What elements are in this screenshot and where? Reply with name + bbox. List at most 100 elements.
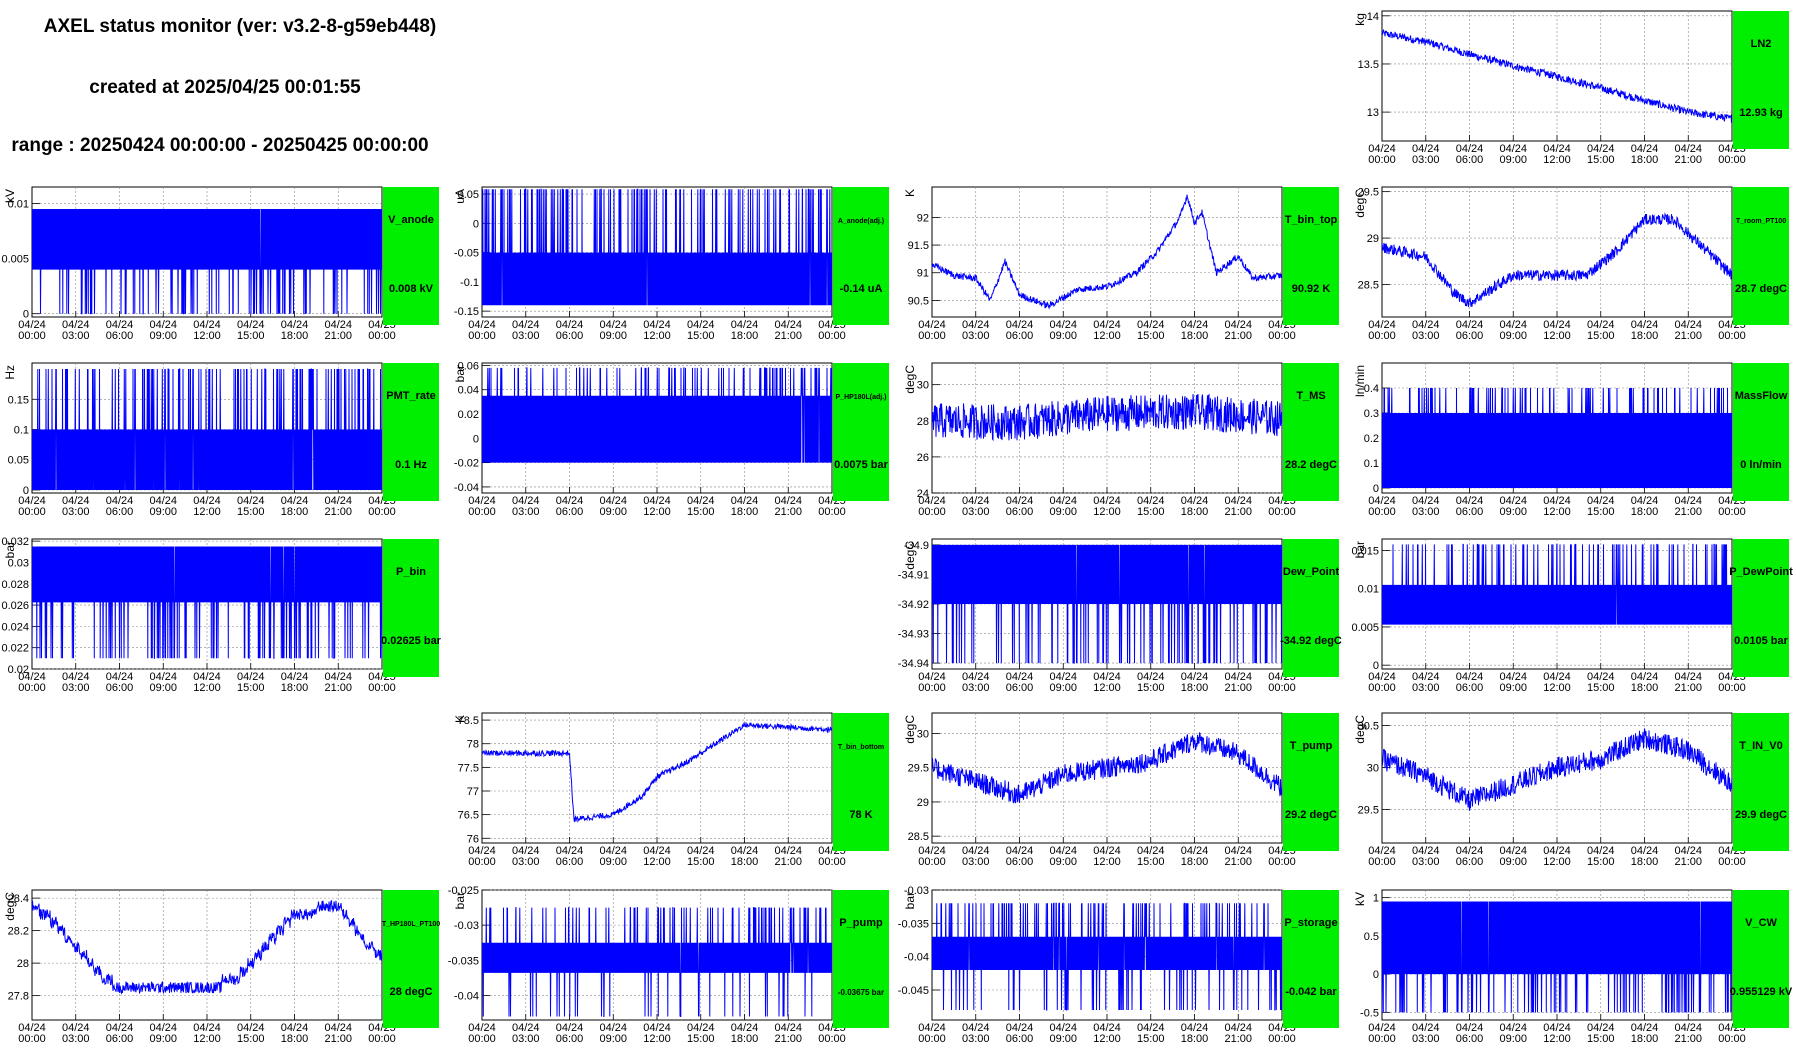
x-tick-time: 09:00 [149, 506, 177, 518]
x-tick-date: 04/24 [1224, 1022, 1252, 1034]
x-tick-time: 12:00 [1093, 856, 1121, 868]
x-tick-time: 00:00 [18, 330, 46, 342]
status-box [383, 890, 439, 1028]
status-value: 0.955129 kV [1730, 986, 1793, 998]
x-tick-time: 06:00 [1006, 1033, 1034, 1045]
status-name: P_storage [1284, 917, 1337, 929]
x-tick-time: 12:00 [1543, 856, 1571, 868]
y-tick-label: 0 [473, 433, 479, 445]
x-tick-time: 15:00 [1137, 506, 1165, 518]
x-tick-date: 04/24 [687, 845, 715, 857]
y-tick-label: -0.05 [454, 248, 479, 260]
x-tick-time: 03:00 [962, 682, 990, 694]
y-tick-label: 0 [473, 218, 479, 230]
y-axis-label: K [903, 189, 917, 197]
x-tick-date: 04/24 [1049, 495, 1077, 507]
series-line [932, 194, 1282, 310]
x-tick-date: 04/24 [1368, 319, 1396, 331]
x-tick-time: 00:00 [1268, 506, 1296, 518]
x-tick-date: 04/24 [962, 1022, 990, 1034]
x-tick-time: 03:00 [1412, 330, 1440, 342]
status-value: 12.93 kg [1739, 107, 1782, 119]
x-tick-time: 15:00 [1587, 154, 1615, 166]
x-tick-time: 06:00 [1006, 506, 1034, 518]
x-tick-time: 03:00 [962, 856, 990, 868]
x-tick-time: 09:00 [1499, 330, 1527, 342]
x-tick-time: 15:00 [687, 856, 715, 868]
x-tick-date: 04/24 [1456, 671, 1484, 683]
x-tick-time: 15:00 [1587, 682, 1615, 694]
status-box [833, 363, 889, 501]
x-tick-time: 00:00 [818, 856, 846, 868]
x-tick-time: 15:00 [1587, 1033, 1615, 1045]
x-tick-date: 04/24 [1499, 495, 1527, 507]
y-tick-label: 0.026 [1, 600, 29, 612]
y-tick-label: -0.035 [448, 955, 479, 967]
x-tick-time: 00:00 [468, 1033, 496, 1045]
x-tick-date: 04/24 [237, 671, 265, 683]
series-line [1382, 901, 1732, 1013]
x-tick-time: 18:00 [1631, 330, 1659, 342]
y-axis-label: kg [1353, 13, 1367, 26]
status-name: T_bin_bottom [838, 744, 884, 751]
x-tick-time: 00:00 [918, 506, 946, 518]
x-tick-time: 21:00 [324, 506, 352, 518]
x-tick-time: 15:00 [687, 506, 715, 518]
y-tick-label: 0.032 [1, 536, 29, 548]
data-trace-P_HP180L [482, 367, 832, 463]
x-tick-time: 00:00 [368, 506, 396, 518]
y-tick-label: -34.93 [898, 629, 929, 641]
x-tick-date: 04/24 [1631, 495, 1659, 507]
x-tick-time: 18:00 [1181, 856, 1209, 868]
x-tick-date: 04/24 [1456, 319, 1484, 331]
status-box [383, 187, 439, 325]
x-tick-time: 18:00 [1631, 1033, 1659, 1045]
x-tick-date: 04/24 [1368, 1022, 1396, 1034]
x-tick-time: 03:00 [512, 506, 540, 518]
x-tick-time: 03:00 [62, 330, 90, 342]
x-tick-date: 04/24 [1587, 845, 1615, 857]
x-tick-date: 04/24 [1543, 143, 1571, 155]
status-name: T_MS [1296, 390, 1325, 402]
y-tick-label: 28.5 [1358, 280, 1379, 292]
x-tick-time: 18:00 [281, 682, 309, 694]
x-tick-date: 04/24 [599, 319, 627, 331]
x-tick-time: 00:00 [918, 682, 946, 694]
x-tick-date: 04/24 [1456, 495, 1484, 507]
data-trace-P_DewPoint [1382, 543, 1732, 625]
y-axis-label: degC [903, 541, 917, 570]
y-axis-label: degC [3, 892, 17, 921]
y-tick-label: 29.5 [1358, 187, 1379, 199]
status-value: 28 degC [390, 986, 433, 998]
y-axis-label: degC [903, 715, 917, 744]
x-tick-time: 06:00 [1006, 856, 1034, 868]
panel-T_pump: 04/2400:0004/2403:0004/2406:0004/2409:00… [903, 712, 1339, 868]
x-tick-date: 04/24 [1674, 671, 1702, 683]
panel-P_bin: 04/2400:0004/2403:0004/2406:0004/2409:00… [1, 536, 441, 694]
x-tick-date: 04/24 [468, 1022, 496, 1034]
y-tick-label: 0.005 [1, 254, 29, 266]
status-value: 0.0075 bar [834, 459, 889, 471]
panel-T_HP180L_PT100: 04/2400:0004/2403:0004/2406:0004/2409:00… [3, 889, 440, 1045]
x-tick-date: 04/24 [962, 845, 990, 857]
y-tick-label: 0.04 [458, 385, 479, 397]
y-axis-label: kV [3, 189, 17, 203]
x-tick-date: 04/24 [237, 1022, 265, 1034]
x-tick-time: 12:00 [1093, 506, 1121, 518]
y-tick-label: 29.5 [1358, 804, 1379, 816]
x-tick-date: 04/24 [1456, 845, 1484, 857]
status-value: 28.2 degC [1285, 459, 1337, 471]
y-tick-label: -0.15 [454, 306, 479, 318]
x-tick-date: 04/24 [1543, 671, 1571, 683]
x-tick-date: 04/24 [1049, 1022, 1077, 1034]
y-tick-label: 27.8 [8, 991, 29, 1003]
x-tick-date: 04/24 [1181, 845, 1209, 857]
x-tick-time: 15:00 [1137, 856, 1165, 868]
x-tick-date: 04/24 [1587, 1022, 1615, 1034]
x-tick-date: 04/24 [512, 319, 540, 331]
x-tick-date: 04/24 [193, 1022, 221, 1034]
status-box [1733, 539, 1789, 677]
x-tick-time: 18:00 [1631, 856, 1659, 868]
y-tick-label: 29 [1367, 233, 1379, 245]
x-tick-time: 18:00 [281, 1033, 309, 1045]
